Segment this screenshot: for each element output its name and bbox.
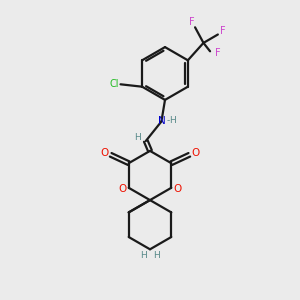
Text: F: F <box>220 26 226 37</box>
Text: O: O <box>174 184 182 194</box>
Text: O: O <box>118 184 126 194</box>
Text: O: O <box>100 148 108 158</box>
Text: -: - <box>167 116 170 125</box>
Text: F: F <box>189 17 194 27</box>
Text: N: N <box>158 116 165 127</box>
Text: H: H <box>169 116 176 125</box>
Text: H: H <box>153 251 160 260</box>
Text: Cl: Cl <box>109 79 119 89</box>
Text: H: H <box>134 133 141 142</box>
Text: F: F <box>215 48 220 58</box>
Text: H: H <box>140 251 147 260</box>
Text: O: O <box>192 148 200 158</box>
